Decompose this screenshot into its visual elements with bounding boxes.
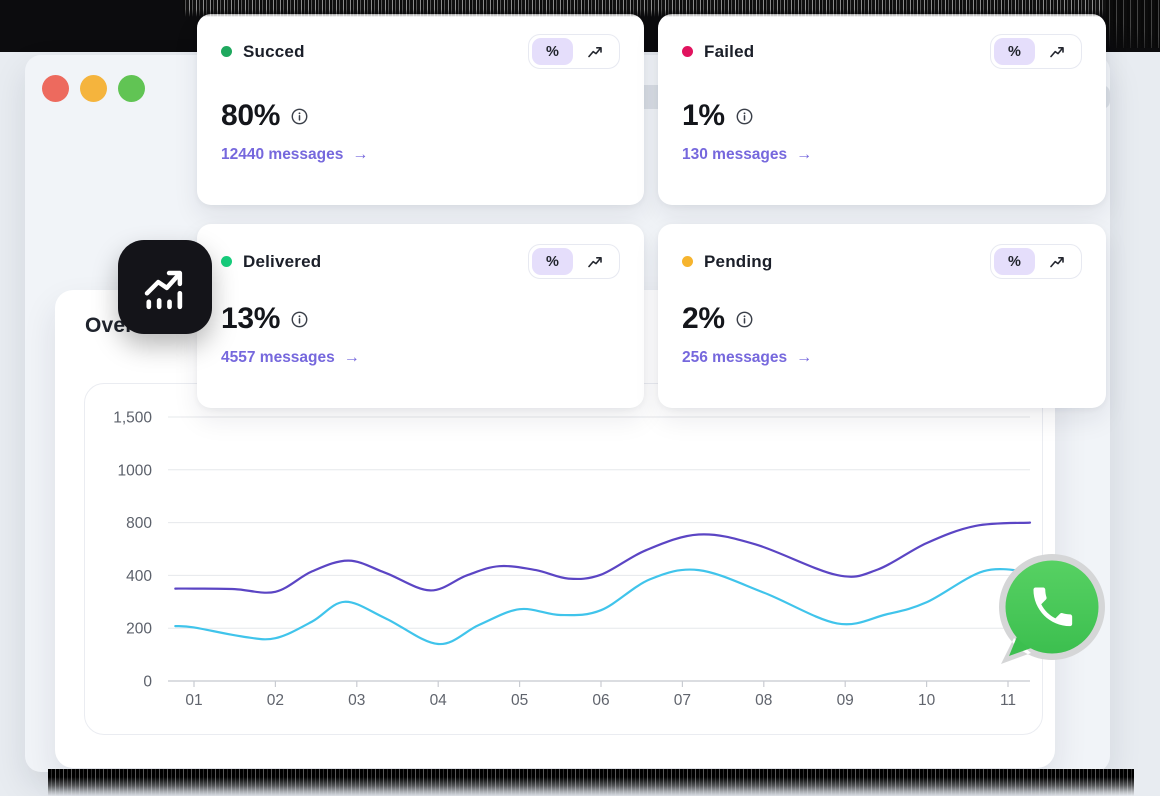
whatsapp-logo — [998, 554, 1105, 664]
noise-texture-bottom — [48, 769, 1134, 796]
trend-chart-icon — [144, 270, 183, 310]
info-icon[interactable] — [735, 310, 754, 329]
trend-toggle-button[interactable] — [575, 38, 616, 65]
arrow-right-icon: → — [352, 146, 369, 163]
traffic-light-minimize[interactable] — [80, 75, 107, 102]
stat-card-pending: Pending % 2% 256 messages → — [658, 224, 1106, 408]
card-label: Succed — [243, 41, 305, 61]
stat-card-failed: Failed % 1% 130 messages → — [658, 14, 1106, 205]
whatsapp-bubble — [1005, 560, 1099, 654]
arrow-right-icon: → — [796, 146, 813, 163]
percent-toggle-button[interactable]: % — [532, 248, 573, 275]
trend-up-icon — [588, 46, 602, 57]
window-controls — [42, 75, 145, 102]
messages-link[interactable]: 130 messages → — [682, 146, 1082, 164]
messages-link-label: 12440 messages — [221, 146, 344, 163]
unit-toggle[interactable]: % — [990, 34, 1082, 69]
messages-link-label: 256 messages — [682, 349, 788, 366]
metric-value: 13% — [221, 302, 281, 335]
messages-link[interactable]: 256 messages → — [682, 349, 1082, 367]
noise-texture-top-right — [1106, 0, 1160, 48]
trend-toggle-button[interactable] — [1037, 38, 1078, 65]
status-dot-pending — [682, 256, 693, 267]
metric-value: 2% — [682, 302, 725, 335]
stat-card-delivered: Delivered % 13% 4557 messages → — [197, 224, 644, 408]
status-dot-succeed — [221, 46, 232, 57]
trend-toggle-button[interactable] — [575, 248, 616, 275]
status-dot-failed — [682, 46, 693, 57]
percent-toggle-button[interactable]: % — [994, 38, 1035, 65]
trend-toggle-button[interactable] — [1037, 248, 1078, 275]
messages-link[interactable]: 12440 messages → — [221, 146, 620, 164]
status-dot-delivered — [221, 256, 232, 267]
unit-toggle[interactable]: % — [990, 244, 1082, 279]
phone-icon — [1033, 587, 1073, 627]
messages-link-label: 130 messages — [682, 146, 788, 163]
card-label: Failed — [704, 41, 755, 61]
info-icon[interactable] — [735, 107, 754, 126]
traffic-light-zoom[interactable] — [118, 75, 145, 102]
traffic-light-close[interactable] — [42, 75, 69, 102]
unit-toggle[interactable]: % — [528, 34, 620, 69]
info-icon[interactable] — [290, 107, 309, 126]
metric-value: 1% — [682, 99, 725, 132]
unit-toggle[interactable]: % — [528, 244, 620, 279]
stat-card-succeed: Succed % 80% 12440 messages → — [197, 14, 644, 205]
messages-link[interactable]: 4557 messages → — [221, 349, 620, 367]
info-icon[interactable] — [290, 310, 309, 329]
trend-up-icon — [1050, 256, 1064, 267]
messages-link-label: 4557 messages — [221, 349, 335, 366]
arrow-right-icon: → — [796, 349, 813, 366]
noise-texture-top — [183, 0, 1125, 17]
trend-chart-badge — [118, 240, 212, 334]
chart-frame — [84, 383, 1043, 735]
trend-up-icon — [1050, 46, 1064, 57]
trend-up-icon — [588, 256, 602, 267]
percent-toggle-button[interactable]: % — [532, 38, 573, 65]
metric-value: 80% — [221, 99, 281, 132]
card-label: Delivered — [243, 251, 322, 271]
arrow-right-icon: → — [343, 349, 360, 366]
percent-toggle-button[interactable]: % — [994, 248, 1035, 275]
card-label: Pending — [704, 251, 773, 271]
